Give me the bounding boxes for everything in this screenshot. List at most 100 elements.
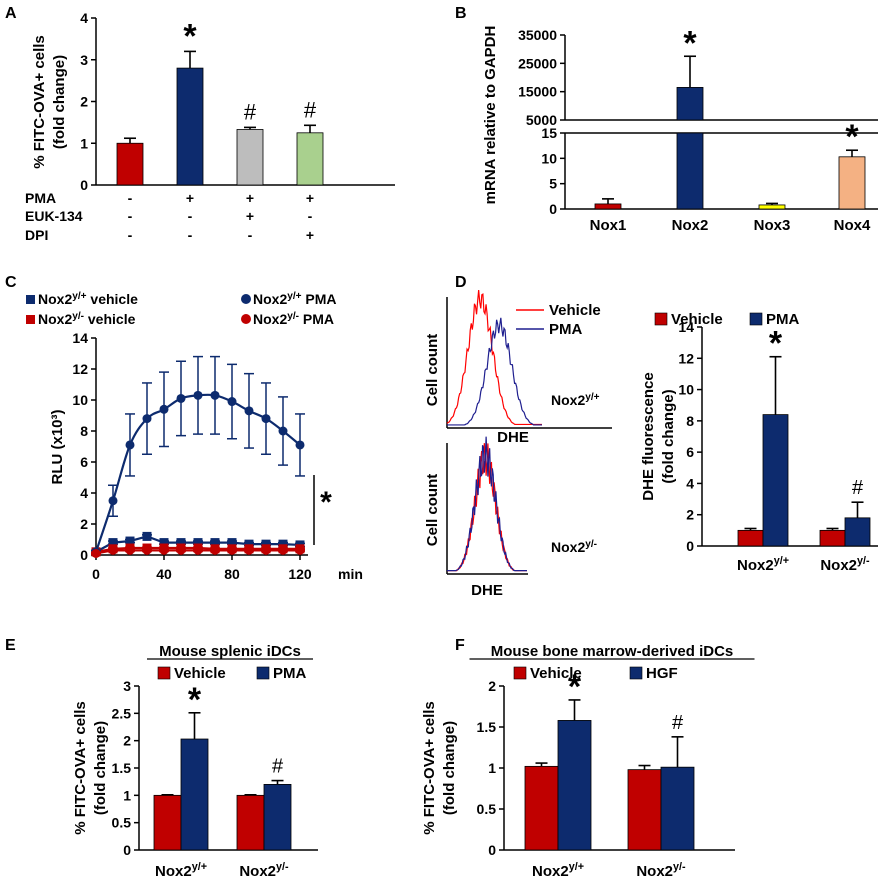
y-tick-label: 6 <box>80 454 88 470</box>
treatment-row-label: EUK-134 <box>25 208 83 224</box>
legend-label: PMA <box>766 311 800 328</box>
y-axis-title: (fold change) <box>441 721 458 815</box>
treatment-sign: - <box>128 208 133 224</box>
y-tick-label: 15000 <box>518 84 557 100</box>
y-tick-label: 14 <box>72 330 88 346</box>
y-tick-label: 15 <box>541 125 557 141</box>
legend-swatch <box>749 312 763 326</box>
hist-y-title: Cell count <box>424 334 441 407</box>
y-tick-label: 12 <box>678 350 694 366</box>
legend-marker <box>241 294 251 304</box>
data-point <box>159 404 169 414</box>
legend-label: Vehicle <box>549 302 601 319</box>
data-point <box>227 545 237 555</box>
y-axis-title: RLU (x10³) <box>49 409 66 484</box>
y-axis-title: % FITC-OVA+ cells <box>31 35 48 169</box>
legend-marker <box>241 314 251 324</box>
data-point <box>142 545 152 555</box>
data-point <box>278 539 288 549</box>
y-tick-label: 2 <box>80 94 88 110</box>
legend-label: PMA <box>549 321 583 338</box>
data-point <box>210 538 220 548</box>
x-tick-label: Nox4 <box>834 217 871 234</box>
y-tick-label: 8 <box>80 423 88 439</box>
y-tick-label: 5 <box>549 176 557 192</box>
data-point <box>108 538 118 548</box>
significance-mark: # <box>304 97 317 122</box>
bar-upper-segment <box>676 87 704 121</box>
y-tick-label: 2.5 <box>112 705 132 721</box>
data-point <box>176 393 186 403</box>
data-point <box>261 414 271 424</box>
group-label: Nox2y/+ <box>155 861 207 880</box>
data-point <box>91 548 101 558</box>
data-point <box>108 496 118 506</box>
y-tick-label: 14 <box>678 319 694 335</box>
data-point <box>176 538 186 548</box>
bar <box>236 794 265 851</box>
y-tick-label: 1 <box>488 760 496 776</box>
chart-title: Mouse splenic iDCs <box>159 643 301 660</box>
y-axis-title: (fold change) <box>660 389 677 483</box>
panel-a: 0 1 2 3 4 % FITC-OVA+ cells (fold change) * # # PM… <box>25 10 395 243</box>
group-label: Nox2y/+ <box>532 861 584 880</box>
bar <box>844 517 871 547</box>
y-tick-label: 2 <box>123 733 131 749</box>
y-tick-label: 0 <box>80 177 88 193</box>
significance-mark: * <box>769 325 783 363</box>
panel-label-d: D <box>455 274 467 291</box>
x-tick-label: 0 <box>92 566 100 582</box>
hist-y-title: Cell count <box>424 474 441 547</box>
data-point <box>261 539 271 549</box>
y-tick-label: 0 <box>123 842 131 858</box>
treatment-row-label: DPI <box>25 227 48 243</box>
x-tick-label: 40 <box>156 566 172 582</box>
legend-swatch <box>256 666 270 680</box>
legend-marker <box>26 295 35 304</box>
significance-mark: # <box>272 756 284 778</box>
data-point <box>193 390 203 400</box>
group-label: Nox2y/- <box>636 861 686 880</box>
y-axis-title: % FITC-OVA+ cells <box>72 701 89 835</box>
significance-mark: * <box>188 681 202 719</box>
y-axis-title: DHE fluorescence <box>640 372 657 500</box>
treatment-row-label: PMA <box>25 190 56 206</box>
legend-swatch <box>513 666 527 680</box>
y-tick-label: 1 <box>80 135 88 151</box>
bar <box>180 738 209 851</box>
legend-label: PMA <box>273 665 307 682</box>
treatment-sign: - <box>248 227 253 243</box>
data-point <box>244 545 254 555</box>
y-tick-label: 3 <box>123 678 131 694</box>
data-point <box>210 545 220 555</box>
data-point <box>244 406 254 416</box>
bar <box>116 142 144 186</box>
legend-label: Nox2y/+ PMA <box>253 291 337 308</box>
y-tick-label: 10 <box>72 392 88 408</box>
hist-x-title: DHE <box>497 429 529 446</box>
data-point <box>261 545 271 555</box>
data-point <box>176 545 186 555</box>
legend-marker <box>26 315 35 324</box>
y-tick-label: 0 <box>549 201 557 217</box>
y-tick-label: 3 <box>80 52 88 68</box>
legend-swatch <box>157 666 171 680</box>
data-point <box>125 536 135 546</box>
y-axis-title: (fold change) <box>51 55 68 149</box>
bar <box>296 132 324 186</box>
panel-label-a: A <box>5 5 17 22</box>
treatment-sign: - <box>128 190 133 206</box>
x-tick-label: Nox1 <box>590 217 627 234</box>
group-label: Nox2y/- <box>820 555 870 574</box>
x-tick-label: Nox3 <box>754 217 791 234</box>
treatment-sign: + <box>306 227 314 243</box>
y-tick-label: 4 <box>686 475 694 491</box>
significance-mark: # <box>672 712 684 734</box>
bar <box>524 765 559 851</box>
treatment-sign: - <box>188 208 193 224</box>
treatment-sign: + <box>186 190 194 206</box>
hist-x-title: DHE <box>471 582 503 599</box>
y-tick-label: 1.5 <box>112 760 132 776</box>
bar <box>660 766 695 851</box>
